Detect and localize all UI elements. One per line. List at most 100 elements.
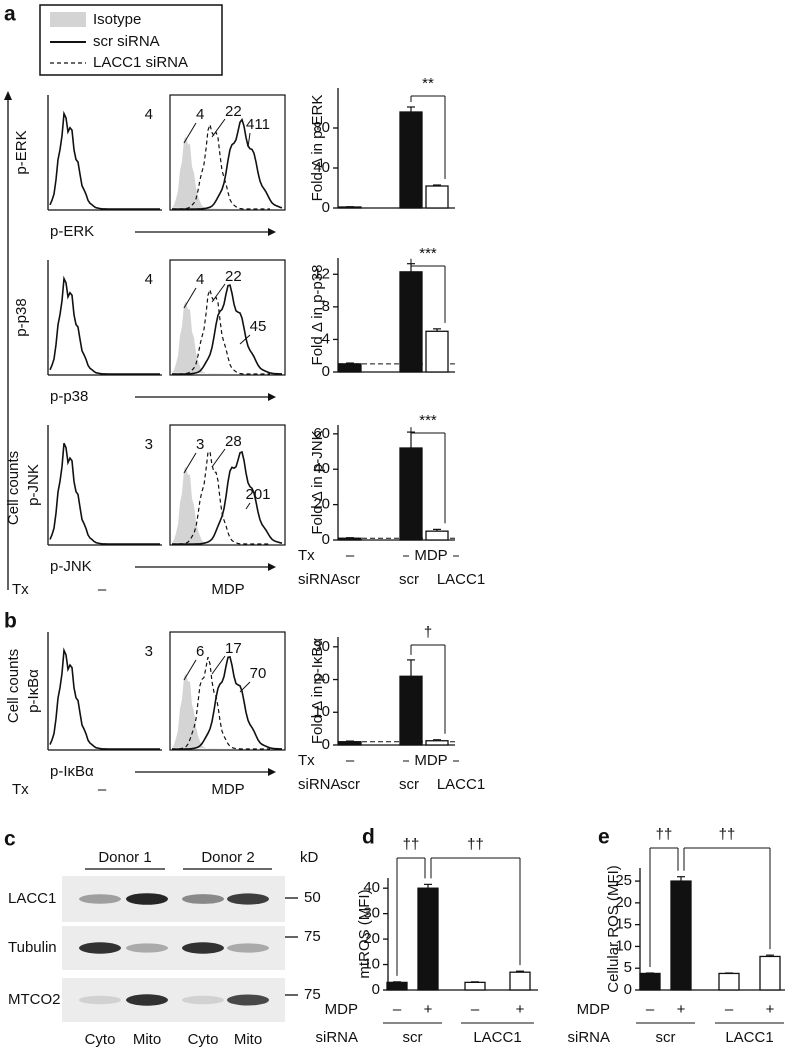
row-label: MTCO2 — [8, 991, 61, 1008]
x-tick-label: scr — [399, 776, 419, 793]
tx-value: – — [98, 581, 107, 598]
x-tick-label: scr — [340, 571, 360, 588]
blot-band — [182, 942, 224, 954]
x-tick-label: – — [646, 1001, 655, 1018]
bar — [399, 675, 423, 746]
bar — [425, 330, 449, 373]
legend-label: LACC1 siRNA — [93, 54, 188, 71]
tx-value: – — [98, 781, 107, 798]
bar — [464, 981, 486, 991]
y-axis-label: p-JNK — [25, 464, 42, 506]
blot-band — [126, 994, 168, 1006]
y-tick-label: 0 — [372, 981, 380, 998]
rule — [183, 287, 197, 309]
plot-frame — [169, 94, 286, 211]
mfi-label: 3 — [145, 643, 153, 660]
group-label: LACC1 — [725, 1029, 773, 1046]
y-tick-label: 10 — [313, 703, 330, 720]
y-tick-label: 20 — [615, 894, 632, 911]
row-label: siRNA — [298, 571, 341, 588]
y-axis-label: p-p38 — [13, 298, 30, 336]
mfi-label: 201 — [245, 486, 270, 503]
y-axis-label: Cell counts — [5, 451, 22, 525]
lane-label: Cyto — [188, 1031, 219, 1048]
row-label: siRNA — [298, 776, 341, 793]
histogram — [172, 450, 270, 545]
rule — [245, 502, 251, 510]
marker-label: 75 — [304, 928, 321, 945]
y-tick-label: 0 — [322, 363, 330, 380]
row-label: Tubulin — [8, 939, 57, 956]
blot-band — [79, 942, 121, 954]
histogram — [172, 136, 230, 209]
tx-value: MDP — [414, 752, 447, 769]
row-label: siRNA — [315, 1029, 358, 1046]
x-axis-label: p-JNK — [50, 558, 92, 575]
bar — [639, 972, 661, 991]
x-tick-label: + — [424, 1001, 433, 1018]
x-tick-label: scr — [340, 776, 360, 793]
mfi-label: 6 — [196, 643, 204, 660]
unit-label: kD — [300, 849, 319, 866]
tx-value: MDP — [211, 781, 244, 798]
y-axis-label: Fold Δ in p-IκBα — [309, 638, 326, 745]
lane-label: Mito — [133, 1031, 161, 1048]
y-axis-label: Fold Δ in p-p38 — [309, 265, 326, 366]
y-tick-label: 30 — [363, 905, 380, 922]
y-tick-label: 25 — [615, 872, 632, 889]
row-label: Tx — [298, 547, 315, 564]
significance: *** — [419, 245, 437, 262]
blot-band — [227, 893, 269, 905]
bar — [399, 447, 423, 541]
y-tick-label: 8 — [322, 298, 330, 315]
group-label: scr — [656, 1029, 676, 1046]
x-tick-label: + — [677, 1001, 686, 1018]
y-tick-label: 20 — [313, 496, 330, 513]
x-tick-label: LACC1 — [437, 571, 485, 588]
histogram — [49, 275, 160, 375]
y-tick-label: 15 — [615, 916, 632, 933]
y-tick-label: 10 — [363, 956, 380, 973]
rule — [183, 659, 197, 681]
bar — [386, 981, 408, 991]
histogram — [172, 287, 270, 375]
row-label: MDP — [325, 1001, 358, 1018]
row-label: MDP — [577, 1001, 610, 1018]
x-tick-label: scr — [399, 571, 419, 588]
mfi-label: 3 — [145, 436, 153, 453]
tx-value: MDP — [211, 581, 244, 598]
y-tick-label: 20 — [363, 930, 380, 947]
rule — [211, 118, 226, 138]
significance: †† — [403, 836, 420, 853]
x-tick-label: – — [393, 1001, 402, 1018]
group-label: scr — [403, 1029, 423, 1046]
lane-label: Cyto — [85, 1031, 116, 1048]
significance: †† — [719, 826, 736, 843]
panel-label: e — [598, 826, 610, 849]
rule — [239, 681, 251, 693]
significance: ** — [422, 75, 434, 92]
mfi-label: 45 — [250, 318, 267, 335]
y-axis-label: Fold Δ in p-JNK — [309, 430, 326, 534]
marker-label: 75 — [304, 986, 321, 1003]
x-tick-label: + — [516, 1001, 525, 1018]
tx-label: Tx — [12, 581, 29, 598]
bar — [399, 111, 423, 209]
bar — [718, 972, 740, 991]
y-axis-label: p-IκBα — [25, 669, 42, 713]
donor-label: Donor 2 — [201, 849, 254, 866]
blot-band — [79, 894, 121, 904]
tx-label: Tx — [12, 781, 29, 798]
histogram — [49, 442, 160, 545]
blot-band — [227, 994, 269, 1006]
y-tick-label: 0 — [322, 199, 330, 216]
arrowhead — [4, 91, 12, 100]
arrowhead — [268, 228, 276, 236]
histogram — [49, 647, 160, 750]
legend-label: Isotype — [93, 11, 141, 28]
y-tick-label: 12 — [313, 265, 330, 282]
bar — [670, 880, 692, 991]
y-axis-label: mtROS (MFI) — [356, 889, 373, 978]
histogram — [172, 450, 283, 545]
rule — [239, 334, 251, 345]
